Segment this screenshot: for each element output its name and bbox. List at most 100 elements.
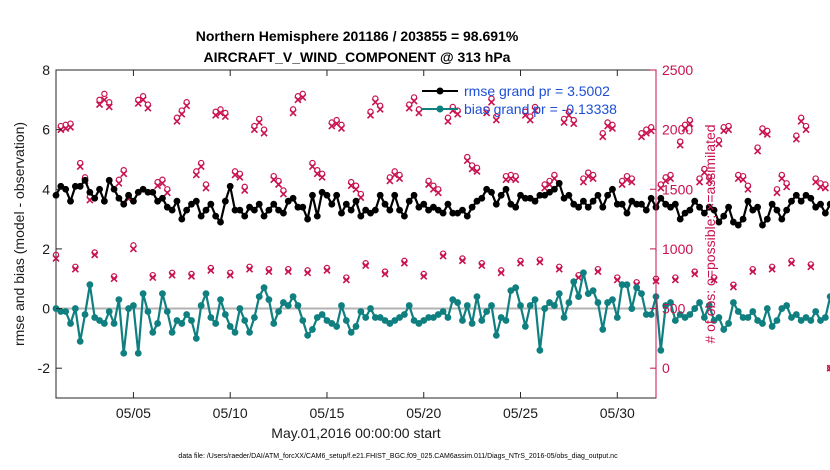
bias-marker	[289, 293, 297, 301]
rmse-marker	[671, 200, 679, 208]
obs-assimilated-marker	[231, 171, 239, 179]
rmse-marker	[396, 206, 403, 214]
rmse-marker	[280, 209, 287, 217]
bias-marker	[250, 314, 258, 321]
rmse-marker	[289, 194, 297, 202]
y-left-tick-label: 2	[42, 241, 50, 257]
obs-assimilated-marker	[807, 263, 815, 271]
bias-marker	[444, 314, 452, 321]
rmse-marker	[478, 194, 486, 202]
bias-marker	[807, 317, 815, 324]
rmse-marker	[221, 197, 229, 205]
bias-marker	[734, 308, 742, 315]
obs-assimilated-marker	[512, 176, 520, 184]
obs-assimilated-marker	[483, 109, 491, 117]
obs-assimilated-marker	[826, 364, 830, 372]
bias-marker	[628, 305, 636, 312]
bias-marker	[71, 305, 79, 312]
bias-marker	[517, 302, 524, 309]
obs-assimilated-marker	[710, 276, 718, 284]
bias-marker	[67, 320, 74, 327]
obs-assimilated-marker	[662, 177, 670, 185]
rmse-marker	[623, 209, 631, 217]
rmse-marker	[250, 206, 258, 214]
bias-marker	[483, 308, 491, 315]
bias-marker	[459, 317, 466, 324]
rmse-marker	[821, 209, 829, 217]
bias-marker	[647, 311, 655, 318]
obs-assimilated-marker	[245, 265, 254, 273]
rmse-marker	[313, 212, 321, 220]
legend: rmse grand pr = 3.5002 bias grand pr = -…	[422, 83, 617, 117]
bias-marker	[217, 296, 224, 303]
obs-assimilated-marker	[604, 122, 612, 130]
bias-marker	[347, 329, 355, 336]
bias-marker	[623, 281, 631, 289]
rmse-marker	[62, 185, 70, 193]
rmse-marker	[594, 191, 602, 199]
bias-layer	[52, 269, 830, 357]
rmse-marker	[299, 203, 307, 211]
bias-marker	[333, 323, 341, 330]
bias-marker	[236, 305, 244, 312]
obs-assimilated-marker	[744, 185, 752, 193]
bias-marker	[768, 323, 776, 330]
bias-marker	[197, 302, 205, 309]
obs-assimilated-marker	[134, 99, 142, 107]
rmse-marker	[613, 200, 621, 208]
y-left-tick-label: 8	[42, 62, 50, 78]
rmse-marker	[333, 191, 341, 199]
bias-marker	[812, 308, 820, 315]
y-axis-right-label: # of obs: o=possible; ×=assimilated	[702, 124, 718, 343]
x-tick-label: 05/05	[116, 405, 151, 421]
obs-assimilated-marker	[197, 163, 205, 171]
rmse-marker	[609, 185, 616, 193]
obs-assimilated-marker	[676, 141, 684, 149]
obs-assimilated-marker	[105, 103, 113, 111]
obs-assimilated-marker	[608, 124, 617, 133]
bias-marker	[357, 308, 365, 315]
rmse-marker	[715, 218, 723, 226]
obs-assimilated-marker	[468, 165, 476, 173]
bias-marker	[149, 329, 157, 336]
obs-assimilated-marker	[120, 170, 128, 178]
bias-marker	[594, 299, 602, 306]
obs-assimilated-marker	[454, 110, 462, 118]
obs-assimilated-marker	[599, 133, 607, 141]
obs-assimilated-marker	[734, 174, 742, 183]
obs-possible-marker	[826, 364, 830, 372]
y-right-tick-label: 500	[662, 301, 686, 317]
bias-marker	[792, 311, 800, 318]
bias-marker	[134, 349, 142, 357]
bias-marker	[130, 302, 137, 309]
rmse-marker	[754, 203, 762, 211]
chart-title-line1: Northern Hemisphere 201186 / 203855 = 98…	[196, 28, 519, 44]
bias-marker	[76, 337, 84, 345]
obs-assimilated-marker	[129, 245, 137, 253]
rmse-marker	[386, 206, 394, 214]
rmse-marker	[439, 209, 447, 217]
obs-assimilated-marker	[158, 179, 167, 187]
rmse-marker	[492, 200, 500, 208]
rmse-marker	[676, 215, 684, 223]
obs-assimilated-marker	[434, 189, 442, 197]
rmse-marker	[159, 194, 166, 202]
bias-marker	[686, 311, 694, 318]
rmse-marker	[739, 215, 747, 223]
bias-marker	[405, 302, 413, 309]
bias-marker	[749, 308, 757, 315]
obs-assimilated-marker	[323, 266, 331, 274]
rmse-marker	[696, 203, 703, 211]
obs-assimilated-marker	[783, 183, 791, 191]
bias-marker	[425, 314, 432, 321]
obs-assimilated-marker	[415, 109, 423, 117]
bias-marker	[81, 311, 89, 318]
rmse-marker	[255, 200, 263, 208]
rmse-marker	[352, 197, 360, 205]
bias-marker	[463, 302, 471, 309]
obs-assimilated-marker	[429, 185, 437, 193]
bias-marker	[468, 320, 476, 327]
rmse-marker	[575, 203, 582, 211]
obs-assimilated-marker	[178, 110, 186, 118]
rmse-marker	[463, 212, 471, 220]
